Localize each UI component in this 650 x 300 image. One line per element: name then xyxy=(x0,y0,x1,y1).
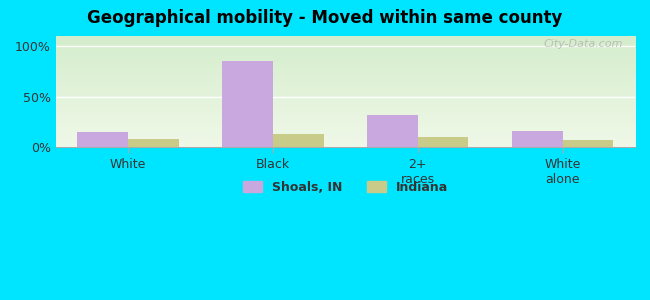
Bar xyxy=(77,132,128,147)
Bar xyxy=(222,61,273,147)
Bar xyxy=(563,140,614,147)
Bar xyxy=(273,134,324,147)
Legend: Shoals, IN, Indiana: Shoals, IN, Indiana xyxy=(238,176,453,199)
Bar xyxy=(512,131,563,147)
Bar xyxy=(128,139,179,147)
Text: Geographical mobility - Moved within same county: Geographical mobility - Moved within sam… xyxy=(87,9,563,27)
Text: City-Data.com: City-Data.com xyxy=(544,39,623,49)
Bar xyxy=(418,137,469,147)
Bar xyxy=(367,115,418,147)
